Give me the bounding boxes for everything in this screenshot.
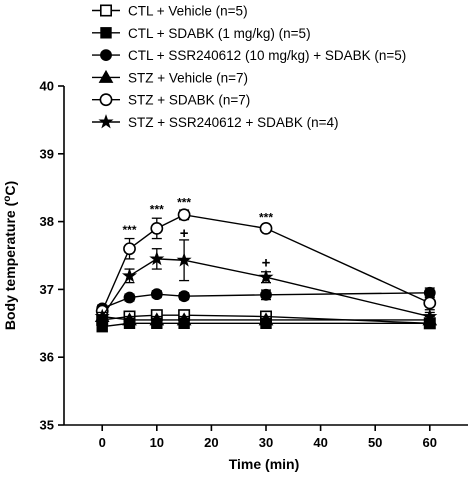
- x-tick-label: 0: [99, 435, 106, 450]
- data-point: [258, 269, 274, 284]
- series-6: [94, 239, 438, 323]
- y-tick-label: 39: [40, 146, 54, 161]
- data-point: [177, 208, 191, 222]
- data-point: [422, 308, 438, 323]
- y-tick-label: 35: [40, 418, 54, 433]
- data-point: [123, 242, 136, 256]
- data-point: [96, 320, 108, 333]
- data-point: [149, 312, 165, 326]
- series-line: [102, 315, 430, 321]
- data-point: [258, 312, 274, 326]
- x-tick-label: 50: [368, 435, 382, 450]
- plus-annotation: +: [262, 255, 271, 272]
- legend-label: CTL + SSR240612 (10 mg/kg) + SDABK (n=5): [128, 48, 406, 63]
- legend-label: STZ + SDABK (n=7): [128, 93, 250, 108]
- y-tick-label: 37: [40, 282, 54, 297]
- data-point: [121, 267, 138, 283]
- data-point: [150, 288, 163, 301]
- data-point: [176, 312, 192, 326]
- y-axis-label-unit: C): [2, 181, 18, 196]
- x-tick-label: 40: [313, 435, 327, 450]
- legend-item-2: CTL + SDABK (1 mg/kg) (n=5): [92, 26, 311, 41]
- data-point: [94, 308, 110, 323]
- legend-marker: [98, 114, 114, 129]
- y-axis-label-main: Body temperature (: [2, 201, 18, 330]
- significance-annotation: ***: [150, 202, 164, 216]
- legend-item-3: CTL + SSR240612 (10 mg/kg) + SDABK (n=5): [92, 48, 406, 63]
- series-layer: [94, 208, 438, 333]
- x-tick-label: 10: [150, 435, 164, 450]
- data-point: [150, 221, 164, 235]
- data-point: [260, 288, 272, 301]
- legend-item-4: STZ + Vehicle (n=7): [92, 69, 248, 85]
- axes: 35 36 37 38 39 40 0 10 20 30 40 50 60: [40, 79, 468, 450]
- y-axis-label-degree: o: [2, 196, 13, 202]
- data-point: [122, 312, 137, 326]
- data-point: [149, 250, 165, 266]
- data-point: [123, 291, 136, 304]
- legend-label: CTL + SDABK (1 mg/kg) (n=5): [128, 26, 311, 41]
- legend-marker: [98, 69, 114, 83]
- y-tick-label: 36: [40, 350, 54, 365]
- significance-annotation: ***: [259, 211, 273, 225]
- data-point: [423, 296, 437, 310]
- data-point: [176, 252, 192, 267]
- legend-label: STZ + Vehicle (n=7): [128, 70, 248, 85]
- x-axis-label: Time (min): [229, 456, 300, 472]
- series-3: [96, 286, 436, 315]
- x-tick-label: 20: [204, 435, 218, 450]
- legend-label: CTL + Vehicle (n=5): [128, 4, 248, 19]
- legend: CTL + Vehicle (n=5) CTL + SDABK (1 mg/kg)…: [92, 4, 406, 130]
- y-tick-label: 40: [40, 79, 54, 94]
- data-point: [259, 221, 273, 235]
- legend-marker: [99, 93, 113, 107]
- x-tick-label: 30: [259, 435, 273, 450]
- significance-annotation: ***: [123, 223, 137, 237]
- legend-item-5: STZ + SDABK (n=7): [92, 93, 250, 108]
- y-tick-label: 38: [40, 214, 54, 229]
- significance-annotation: ***: [177, 196, 191, 210]
- legend-item-6: STZ + SSR240612 + SDABK (n=4): [92, 114, 338, 130]
- y-axis-label: Body temperature (oC): [2, 181, 19, 330]
- x-tick-label: 60: [423, 435, 437, 450]
- data-point: [178, 290, 191, 303]
- plus-annotation: +: [180, 225, 189, 242]
- legend-label: STZ + SSR240612 + SDABK (n=4): [128, 115, 338, 130]
- annotations-layer: *** *** *** *** + +: [123, 196, 274, 272]
- legend-item-1: CTL + Vehicle (n=5): [92, 4, 248, 19]
- legend-marker: [100, 27, 112, 39]
- legend-marker: [100, 4, 113, 17]
- legend-marker: [100, 49, 112, 61]
